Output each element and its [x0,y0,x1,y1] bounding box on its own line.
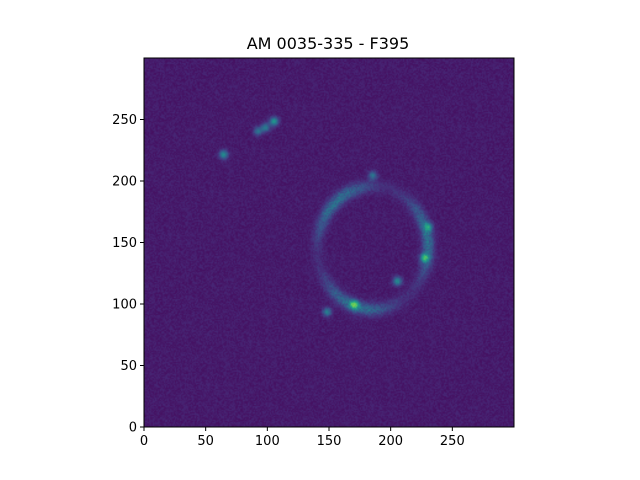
x-axis: 0 50 100 150 200 250 [140,427,465,449]
y-tick-label: 200 [112,175,137,190]
x-tick-label: 150 [317,434,342,449]
x-tick-label: 50 [197,434,214,449]
galaxy-image [144,58,514,427]
y-axis: 0 50 100 150 200 250 [112,113,144,436]
y-tick-label: 150 [112,236,137,251]
y-tick-label: 250 [112,113,137,128]
chart-title: AM 0035-335 - F395 [247,34,410,53]
x-tick-label: 250 [440,434,465,449]
y-tick-label: 50 [120,359,137,374]
image-area [144,58,514,427]
x-tick-label: 100 [255,434,280,449]
y-tick-label: 0 [129,421,137,436]
x-tick-label: 200 [378,434,403,449]
y-tick-label: 100 [112,298,137,313]
x-tick-label: 0 [140,434,148,449]
